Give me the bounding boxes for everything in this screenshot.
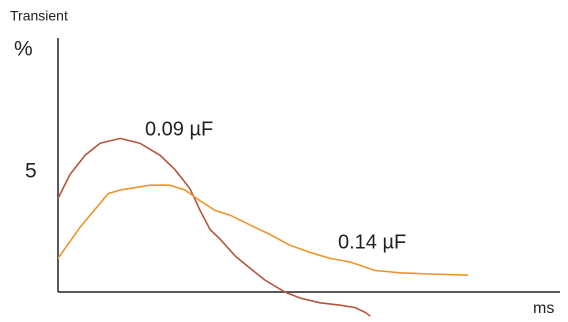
y-tick-label: 5 [25,160,37,183]
y-axis-label: % [14,38,33,61]
chart-title: Transient [10,8,68,24]
series-line [57,184,469,276]
series-label: 0.14 µF [338,231,406,253]
series-line [57,137,371,317]
series-label: 0.09 µF [145,118,213,140]
x-axis-label: ms [533,300,554,317]
